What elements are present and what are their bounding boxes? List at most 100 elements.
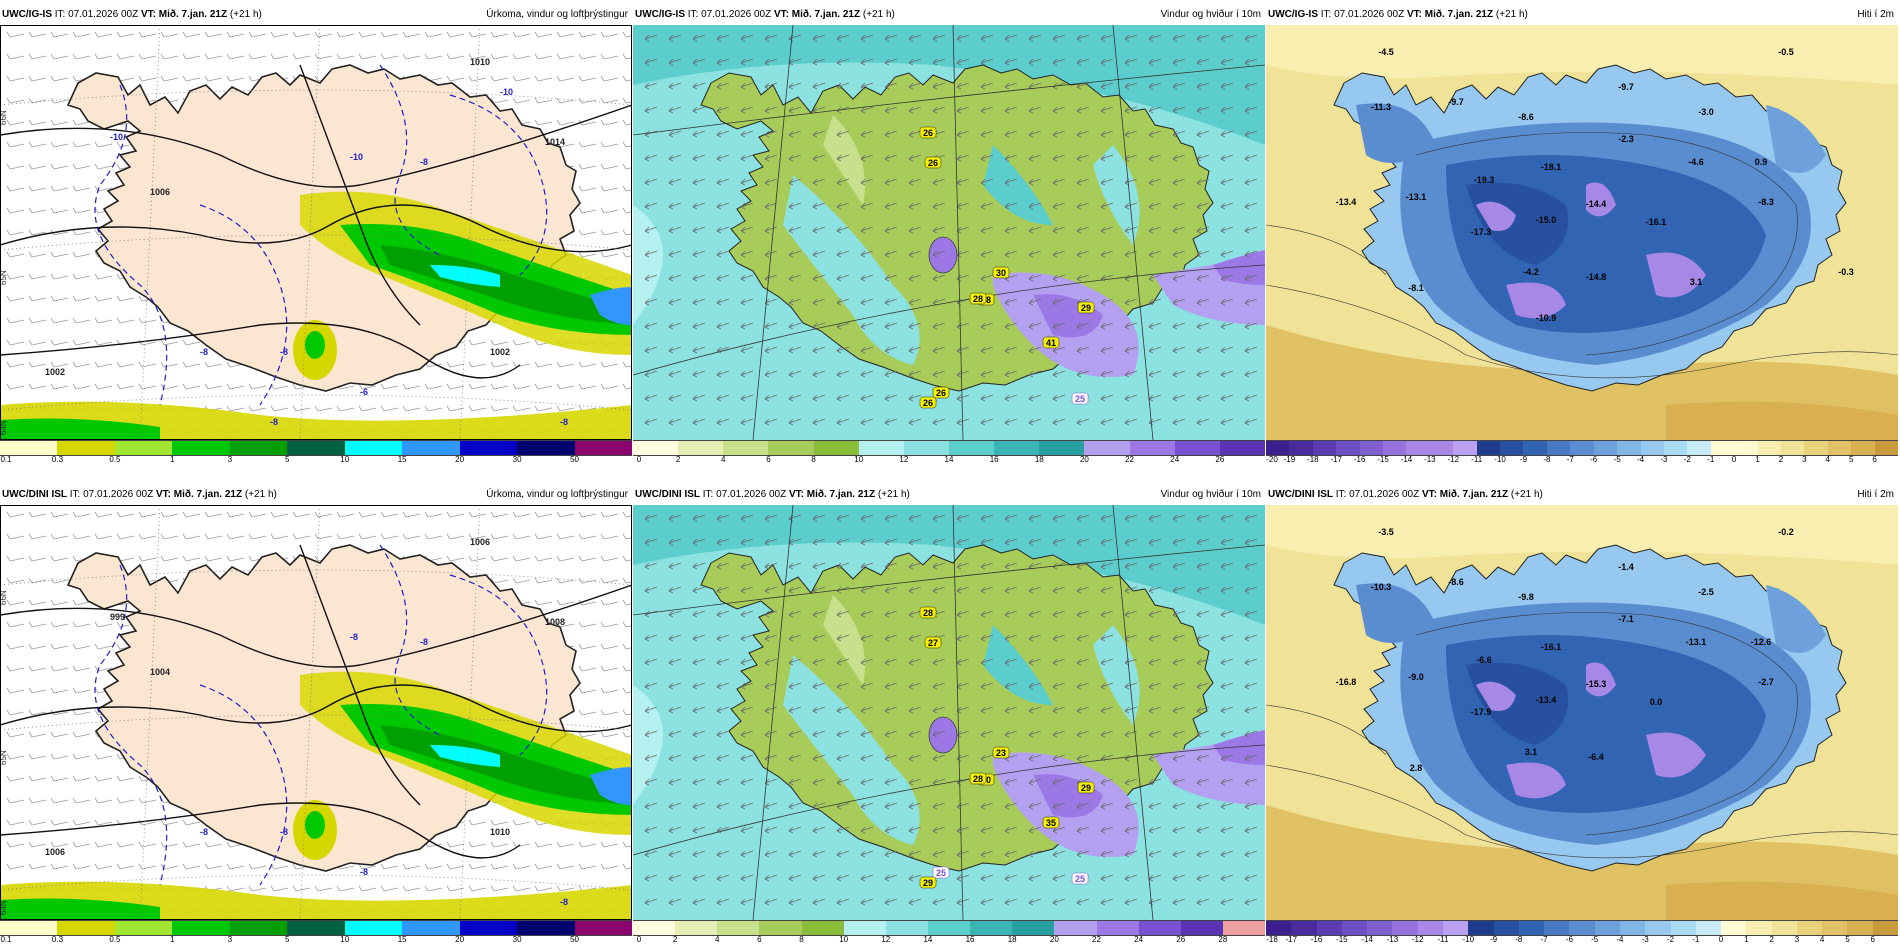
- wind-arrow: [860, 154, 874, 162]
- wind-arrow: [644, 250, 658, 258]
- wind-arrow: [836, 682, 850, 690]
- wind-barb: [116, 31, 135, 38]
- colorbar-cell: [843, 921, 886, 935]
- wind-arrow: [788, 298, 802, 306]
- wind-barb: [380, 511, 399, 518]
- wind-arrow: [812, 682, 826, 690]
- wind-arrow: [644, 562, 658, 570]
- wind-barb: [50, 361, 69, 368]
- run-info: UWC/IG-IS IT: 07.01.2026 00Z VT: Mið. 7.…: [1268, 5, 1528, 25]
- wind-barb: [622, 163, 632, 170]
- wind-arrow: [884, 202, 898, 210]
- wind-barb: [600, 361, 619, 368]
- colorbar-cell: [1493, 921, 1519, 935]
- wind-barb: [336, 53, 355, 60]
- wind-arrow: [668, 850, 682, 858]
- colorbar-tick-label: 0: [1718, 935, 1724, 944]
- wind-barb: [600, 555, 619, 562]
- wind-arrow: [1100, 778, 1114, 786]
- wind-arrow: [644, 634, 658, 642]
- model-name: UWC/DINI ISL: [2, 489, 67, 500]
- wind-arrow: [764, 346, 778, 354]
- wind-arrow: [1004, 178, 1018, 186]
- wind-arrow: [812, 58, 826, 66]
- wind-arrow: [692, 898, 706, 906]
- wind-arrow: [1148, 754, 1162, 762]
- wind-barb: [138, 75, 157, 82]
- wind-arrow: [716, 394, 730, 402]
- wind-arrow: [1100, 538, 1114, 546]
- wind-arrow: [1052, 850, 1066, 858]
- colorbar-cell: [1695, 921, 1722, 935]
- wind-arrow: [1124, 562, 1138, 570]
- wind-arrow: [740, 226, 754, 234]
- colorbar-tick-label: -9: [1519, 455, 1528, 464]
- colorbar-tick-label: 4: [715, 935, 720, 944]
- wind-barb: [28, 555, 47, 562]
- wind-arrow: [980, 682, 994, 690]
- svg-text:26: 26: [936, 388, 946, 398]
- colorbar-tick-label: 22: [1125, 455, 1135, 464]
- temperature-contour-label: -8: [280, 347, 288, 357]
- colorbar-tick-label: 0: [1731, 455, 1737, 464]
- wind-arrow: [932, 250, 946, 258]
- temperature-contour-label: -10: [110, 132, 123, 142]
- wind-arrow: [644, 874, 658, 882]
- wind-arrow: [1004, 58, 1018, 66]
- wind-arrow: [1100, 58, 1114, 66]
- wind-arrow: [980, 346, 994, 354]
- wind-arrow: [908, 274, 922, 282]
- wind-arrow: [932, 34, 946, 42]
- wind-arrow: [1148, 58, 1162, 66]
- wind-arrow: [668, 130, 682, 138]
- wind-arrow: [1220, 34, 1234, 42]
- colorbar-tick-label: 1: [170, 935, 175, 944]
- colorbar-cell: [1670, 921, 1696, 935]
- wind-arrow: [980, 610, 994, 618]
- wind-barb: [50, 383, 69, 390]
- wind-arrow: [836, 778, 850, 786]
- wind-barb: [182, 511, 201, 518]
- wind-barb: [6, 53, 25, 60]
- wind-arrow: [1124, 874, 1138, 882]
- wind-arrow: [692, 802, 706, 810]
- wind-arrow: [668, 154, 682, 162]
- wind-arrow: [956, 610, 970, 618]
- wind-arrow: [836, 394, 850, 402]
- wind-arrow: [1220, 778, 1234, 786]
- wind-arrow: [908, 754, 922, 762]
- colorbar-tick-label: 15: [397, 935, 407, 944]
- wind-arrow: [908, 682, 922, 690]
- wind-barb: [358, 31, 377, 38]
- wind-barb: [226, 555, 245, 562]
- wind-arrow: [884, 538, 898, 546]
- wind-barb: [94, 511, 113, 518]
- colorbar-tick-label: -15: [1377, 455, 1389, 464]
- wind-barb: [6, 621, 25, 628]
- wind-barb: [380, 405, 399, 412]
- wind-barb: [94, 665, 113, 672]
- wind-barb: [600, 731, 619, 738]
- wind-barb: [292, 885, 311, 892]
- wind-arrow: [1172, 586, 1186, 594]
- colorbar-tick-label: -10: [1494, 455, 1506, 464]
- wind-barb: [468, 511, 487, 518]
- wind-barb: [556, 75, 575, 82]
- wind-arrow: [764, 418, 778, 426]
- wind-barb: [94, 295, 113, 302]
- wind-barb: [578, 163, 597, 170]
- wind-arrow: [1076, 898, 1090, 906]
- wind-arrow: [1076, 58, 1090, 66]
- wind-arrow: [812, 154, 826, 162]
- wind-arrow: [788, 634, 802, 642]
- wind-arrow: [1196, 754, 1210, 762]
- wind-arrow: [668, 514, 682, 522]
- colorbar-cell: [1289, 441, 1313, 455]
- wind-arrow: [1052, 130, 1066, 138]
- wind-barb: [6, 665, 25, 672]
- temperature-label: -16.1: [1541, 642, 1562, 652]
- wind-arrow: [1076, 370, 1090, 378]
- wind-barb: [622, 599, 632, 606]
- wind-arrow: [644, 394, 658, 402]
- wind-arrow: [1100, 898, 1114, 906]
